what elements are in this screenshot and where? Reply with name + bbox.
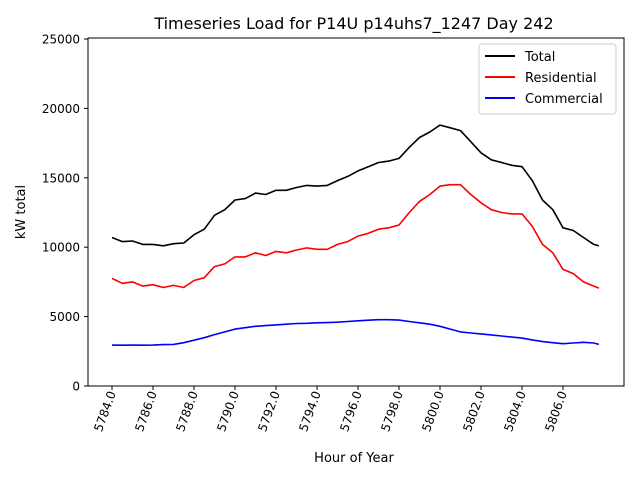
series-line-total [111,124,600,247]
legend: Total Residential Commercial [478,43,617,115]
legend-label-residential: Residential [525,71,597,86]
y-tick-label: 5000 [49,310,80,324]
chart-title: Timeseries Load for P14U p14uhs7_1247 Da… [153,14,553,34]
x-tick-label: 5788.0 [173,389,201,433]
series-line-commercial [111,318,600,347]
x-tick-label: 5802.0 [460,389,488,433]
legend-label-total: Total [524,50,555,65]
x-tick-label: 5784.0 [91,389,119,433]
x-tick-label: 5794.0 [296,389,324,433]
x-tick-label: 5796.0 [337,389,365,433]
y-tick-label: 25000 [42,33,80,47]
y-tick-label: 20000 [42,102,80,116]
y-tick-label: 10000 [42,241,80,255]
x-axis-label: Hour of Year [314,451,394,466]
x-tick-label: 5800.0 [419,389,447,433]
legend-label-commercial: Commercial [525,92,603,107]
x-tick-label: 5786.0 [132,389,160,433]
y-tick-label: 0 [72,380,80,394]
series-line-residential [111,183,600,289]
x-tick-label: 5792.0 [255,389,283,433]
y-axis-label: kW total [14,185,29,239]
x-tick-label: 5798.0 [378,389,406,433]
x-tick-label: 5804.0 [501,389,529,433]
x-tick-label: 5790.0 [214,389,242,433]
x-tick-label: 5806.0 [542,389,570,433]
y-tick-label: 15000 [42,171,80,185]
